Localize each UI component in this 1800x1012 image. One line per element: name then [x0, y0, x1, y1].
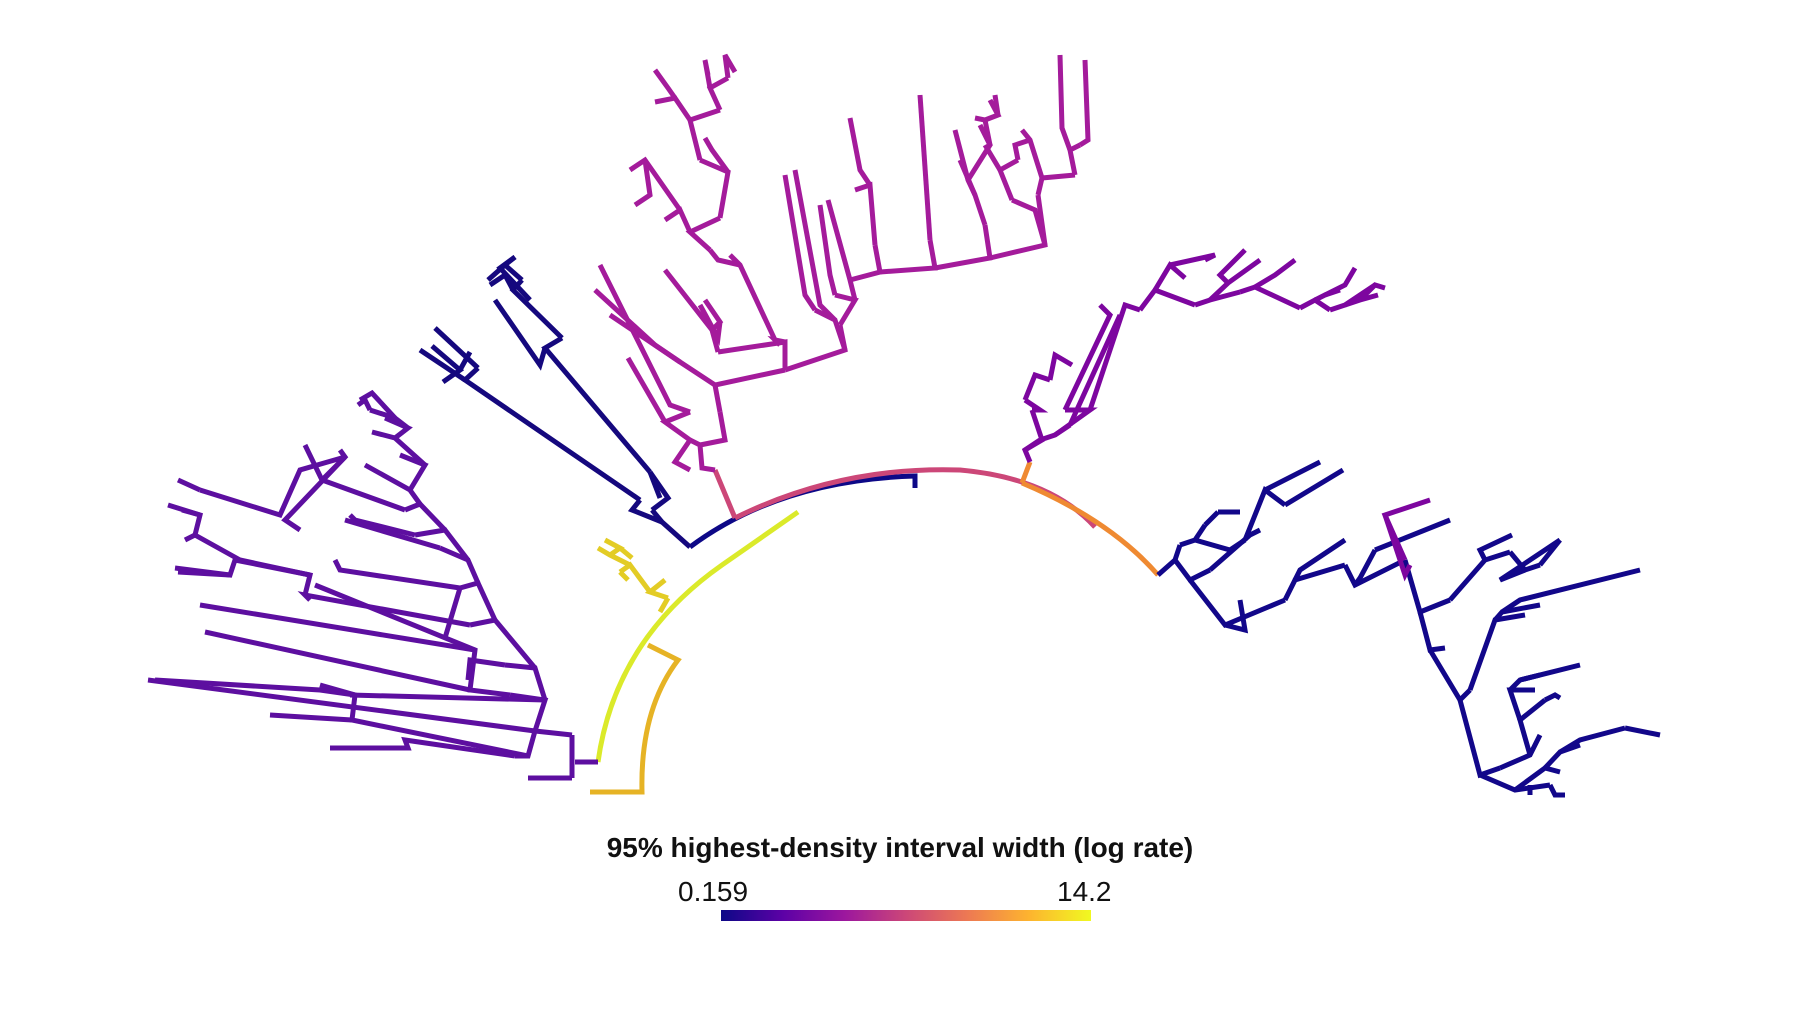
legend-colorbar [721, 910, 1091, 921]
tree-backbone [590, 461, 1160, 795]
legend-title: 95% highest-density interval width (log … [606, 832, 1194, 863]
branch-orange-stem [1019, 461, 1033, 484]
yellow-clade [596, 537, 671, 614]
branch-red-stem [712, 469, 738, 519]
branch-root-orange [1021, 480, 1160, 577]
right-navy-clade [1156, 459, 1661, 798]
legend-min-label: 0.159 [678, 876, 749, 907]
branch-root-gold [590, 642, 682, 795]
left-navy-clade [418, 254, 692, 549]
right-purple-clade [1021, 248, 1386, 463]
top-magenta-clade [593, 53, 1091, 473]
left-purple-clade [147, 389, 598, 781]
right-inner-purple-branch [1381, 497, 1431, 582]
branch-root-yellow-inner [595, 509, 800, 763]
legend-max-label: 14.2 [1057, 876, 1112, 907]
